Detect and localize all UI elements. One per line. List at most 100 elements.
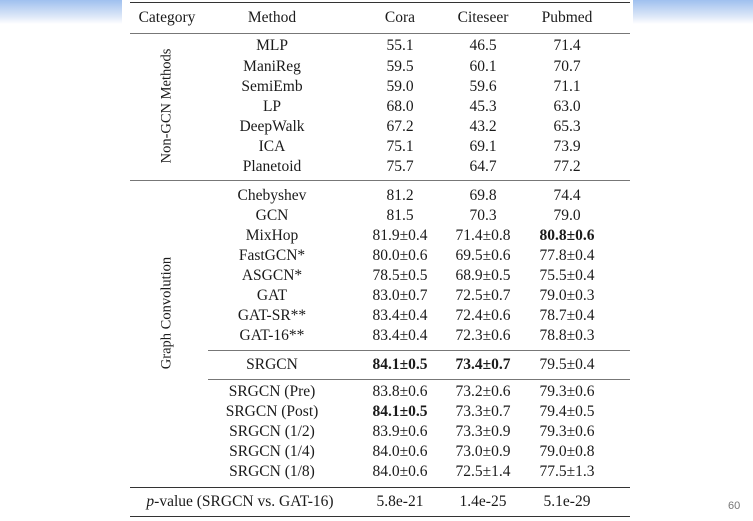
value-cell: 43.2 xyxy=(469,118,497,135)
value-cell: 77.5±1.3 xyxy=(539,463,595,480)
header-band-right xyxy=(633,0,753,24)
value-cell: 72.5±0.7 xyxy=(455,287,511,304)
value-cell: 83.9±0.6 xyxy=(372,423,428,440)
value-cell: 70.3 xyxy=(469,207,497,224)
rule xyxy=(130,516,630,517)
method-name: SRGCN (Pre) xyxy=(228,383,316,400)
value-cell: 71.4±0.8 xyxy=(455,227,511,244)
value-cell: 60.1 xyxy=(469,58,497,75)
method-name: SRGCN (1/2) xyxy=(229,423,315,440)
method-name: MLP xyxy=(256,37,288,54)
value-cell: 79.3±0.6 xyxy=(539,423,595,440)
method-name: ICA xyxy=(258,138,286,155)
value-cell: 75.1 xyxy=(386,138,414,155)
rule xyxy=(130,487,630,488)
rule xyxy=(130,180,630,181)
value-cell: 81.2 xyxy=(386,187,414,204)
value-cell: 80.0±0.6 xyxy=(372,247,428,264)
value-cell: 83.4±0.4 xyxy=(372,307,428,324)
method-name: MixHop xyxy=(245,227,299,244)
value-cell: 84.1±0.5 xyxy=(372,403,428,420)
value-cell: 78.5±0.5 xyxy=(372,267,428,284)
value-cell: 72.5±1.4 xyxy=(455,463,511,480)
method-name: Chebyshev xyxy=(237,187,307,204)
value-cell: 73.0±0.9 xyxy=(455,443,511,460)
value-cell: 84.0±0.6 xyxy=(372,443,428,460)
header-category: Category xyxy=(138,9,196,26)
method-name: SemiEmb xyxy=(241,78,303,95)
value-cell: 80.8±0.6 xyxy=(539,227,595,244)
value-cell: 78.7±0.4 xyxy=(539,307,595,324)
value-cell: 74.4 xyxy=(553,187,581,204)
value-cell: 77.8±0.4 xyxy=(539,247,595,264)
rule xyxy=(208,350,630,351)
rule xyxy=(208,379,630,380)
value-cell: 63.0 xyxy=(553,98,581,115)
value-cell: 79.0±0.3 xyxy=(539,287,595,304)
method-name: LP xyxy=(262,98,282,115)
value-cell: 45.3 xyxy=(469,98,497,115)
value-cell: 83.0±0.7 xyxy=(372,287,428,304)
value-cell: 73.9 xyxy=(553,138,581,155)
value-cell: 59.6 xyxy=(469,78,497,95)
method-name: DeepWalk xyxy=(239,118,305,135)
value-cell: 65.3 xyxy=(553,118,581,135)
value-cell: 79.5±0.4 xyxy=(539,356,595,373)
method-name: GAT-16** xyxy=(239,327,305,344)
value-cell: 84.1±0.5 xyxy=(372,356,428,373)
method-name: ASGCN* xyxy=(241,267,303,284)
value-cell: 71.4 xyxy=(553,37,581,54)
value-cell: 71.1 xyxy=(553,78,581,95)
value-cell: 79.3±0.6 xyxy=(539,383,595,400)
value-cell: 69.1 xyxy=(469,138,497,155)
value-cell: 79.0±0.8 xyxy=(539,443,595,460)
value-cell: 70.7 xyxy=(553,58,581,75)
value-cell: 69.8 xyxy=(469,187,497,204)
pvalue-cell: 1.4e-25 xyxy=(459,493,507,510)
header-col: Pubmed xyxy=(541,9,593,26)
value-cell: 64.7 xyxy=(469,158,497,175)
method-name: Planetoid xyxy=(242,158,302,175)
method-name: SRGCN (1/8) xyxy=(229,463,315,480)
value-cell: 55.1 xyxy=(386,37,414,54)
value-cell: 84.0±0.6 xyxy=(372,463,428,480)
value-cell: 72.3±0.6 xyxy=(455,327,511,344)
pvalue-cell: 5.1e-29 xyxy=(543,493,591,510)
rule xyxy=(130,2,630,3)
value-cell: 69.5±0.6 xyxy=(455,247,511,264)
page-number: 60 xyxy=(728,500,741,512)
header-col: Cora xyxy=(384,9,416,26)
value-cell: 79.4±0.5 xyxy=(539,403,595,420)
value-cell: 73.3±0.9 xyxy=(455,423,511,440)
value-cell: 73.3±0.7 xyxy=(455,403,511,420)
method-name: GAT-SR** xyxy=(237,307,307,324)
group-label: Graph Convolution xyxy=(158,256,175,370)
method-name: SRGCN (1/4) xyxy=(229,443,315,460)
value-cell: 75.7 xyxy=(386,158,414,175)
method-name: GAT xyxy=(256,287,288,304)
value-cell: 83.8±0.6 xyxy=(372,383,428,400)
value-cell: 67.2 xyxy=(386,118,414,135)
value-cell: 77.2 xyxy=(553,158,581,175)
header-method: Method xyxy=(247,9,297,26)
pvalue-cell: 5.8e-21 xyxy=(376,493,424,510)
group-label: Non-GCN Methods xyxy=(158,48,175,164)
pvalue-label: p-value (SRGCN vs. GAT-16) xyxy=(146,493,334,510)
value-cell: 46.5 xyxy=(469,37,497,54)
results-table xyxy=(122,0,633,521)
value-cell: 73.2±0.6 xyxy=(455,383,511,400)
header-col: Citeseer xyxy=(457,9,509,26)
value-cell: 73.4±0.7 xyxy=(455,356,511,373)
value-cell: 78.8±0.3 xyxy=(539,327,595,344)
header-band-left xyxy=(0,0,122,24)
value-cell: 81.9±0.4 xyxy=(372,227,428,244)
value-cell: 79.0 xyxy=(553,207,581,224)
method-name: SRGCN xyxy=(246,356,298,373)
value-cell: 72.4±0.6 xyxy=(455,307,511,324)
value-cell: 75.5±0.4 xyxy=(539,267,595,284)
rule xyxy=(130,33,630,34)
value-cell: 83.4±0.4 xyxy=(372,327,428,344)
method-name: FastGCN* xyxy=(238,247,306,264)
value-cell: 59.5 xyxy=(386,58,414,75)
value-cell: 68.0 xyxy=(386,98,414,115)
